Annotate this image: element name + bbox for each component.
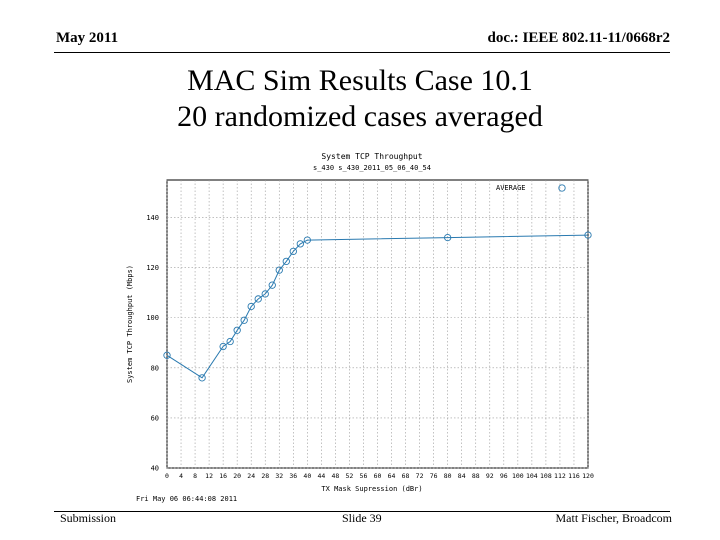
y-tick-label: 40 — [151, 465, 159, 473]
x-axis-label: TX Mask Supression (dBr) — [321, 485, 422, 493]
x-tick-label: 16 — [219, 472, 227, 480]
x-tick-label: 76 — [430, 472, 438, 480]
data-point — [268, 281, 276, 289]
data-point — [261, 290, 269, 298]
x-tick-label: 92 — [486, 472, 494, 480]
chart-subtitle: s_430 s_430_2011_05_06_40_54 — [313, 164, 431, 172]
header-date: May 2011 — [56, 30, 119, 46]
x-tick-label: 96 — [500, 472, 508, 480]
data-point — [444, 233, 452, 242]
y-tick-label: 120 — [146, 264, 159, 272]
y-axis-label: System TCP Throughput (Mbps) — [126, 265, 134, 383]
slide-title-line1: MAC Sim Results Case 10.1 — [187, 64, 533, 97]
series-average — [163, 231, 592, 382]
x-tick-label: 88 — [472, 472, 480, 480]
x-tick-label: 40 — [303, 472, 311, 480]
x-tick-label: 28 — [261, 472, 269, 480]
x-tick-label: 56 — [360, 472, 368, 480]
footer-slide-number: Slide 39 — [342, 511, 382, 525]
x-tick-label: 80 — [444, 472, 452, 480]
x-tick-labels: 0 4 8 12 16 20 24 28 32 36 40 44 48 52 56 60 64 68 72 76 80 8… — [165, 472, 594, 480]
data-point — [163, 351, 171, 359]
y-tick-label: 60 — [151, 414, 159, 422]
x-tick-label: 120 — [582, 472, 594, 480]
data-point — [233, 326, 241, 334]
x-tick-label: 116 — [568, 472, 580, 480]
chart-timestamp: Fri May 06 06:44:08 2011 — [136, 495, 237, 503]
x-tick-label: 32 — [275, 472, 283, 480]
header-doc-id: doc.: IEEE 802.11-11/0668r2 — [487, 30, 670, 46]
legend-marker — [558, 184, 566, 192]
footer-author: Matt Fischer, Broadcom — [555, 511, 673, 525]
throughput-chart: System TCP Throughput s_430 s_430_2011_0… — [126, 152, 594, 503]
data-point — [240, 316, 248, 324]
data-point — [275, 266, 283, 274]
x-tick-label: 48 — [331, 472, 339, 480]
data-point — [254, 295, 262, 303]
x-tick-label: 8 — [193, 472, 197, 480]
legend-label: AVERAGE — [496, 184, 526, 192]
data-point — [289, 247, 297, 256]
x-tick-label: 36 — [289, 472, 297, 480]
x-tick-label: 104 — [526, 472, 538, 480]
x-tick-label: 44 — [317, 472, 325, 480]
chart-grid — [166, 180, 589, 469]
data-point — [226, 337, 234, 346]
x-tick-label: 52 — [346, 472, 354, 480]
x-tick-label: 64 — [388, 472, 396, 480]
data-point — [296, 240, 304, 248]
slide-title-line2: 20 randomized cases averaged — [177, 100, 543, 133]
x-tick-label: 20 — [233, 472, 241, 480]
header-rule — [54, 52, 670, 53]
chart-title: System TCP Throughput — [321, 152, 422, 161]
x-tick-label: 60 — [374, 472, 382, 480]
x-tick-label: 100 — [512, 472, 524, 480]
x-tick-label: 108 — [540, 472, 552, 480]
x-tick-label: 72 — [416, 472, 424, 480]
footer-rule — [54, 511, 670, 512]
data-point — [247, 302, 255, 311]
x-tick-label: 0 — [165, 472, 169, 480]
y-tick-labels: 40 60 80 100 120 140 — [146, 214, 159, 472]
footer-submission: Submission — [60, 511, 117, 525]
data-point — [198, 374, 206, 382]
series-line — [166, 234, 589, 379]
data-point — [303, 236, 311, 244]
data-point — [282, 257, 290, 266]
x-tick-label: 112 — [554, 472, 566, 480]
y-tick-label: 140 — [146, 214, 159, 222]
data-point — [584, 231, 592, 239]
y-tick-label: 100 — [146, 314, 159, 322]
x-tick-label: 4 — [179, 472, 183, 480]
x-tick-label: 24 — [247, 472, 255, 480]
x-tick-label: 68 — [402, 472, 410, 480]
y-tick-label: 80 — [151, 364, 159, 372]
x-tick-label: 12 — [205, 472, 213, 480]
data-point — [219, 342, 227, 351]
x-tick-label: 84 — [458, 472, 466, 480]
